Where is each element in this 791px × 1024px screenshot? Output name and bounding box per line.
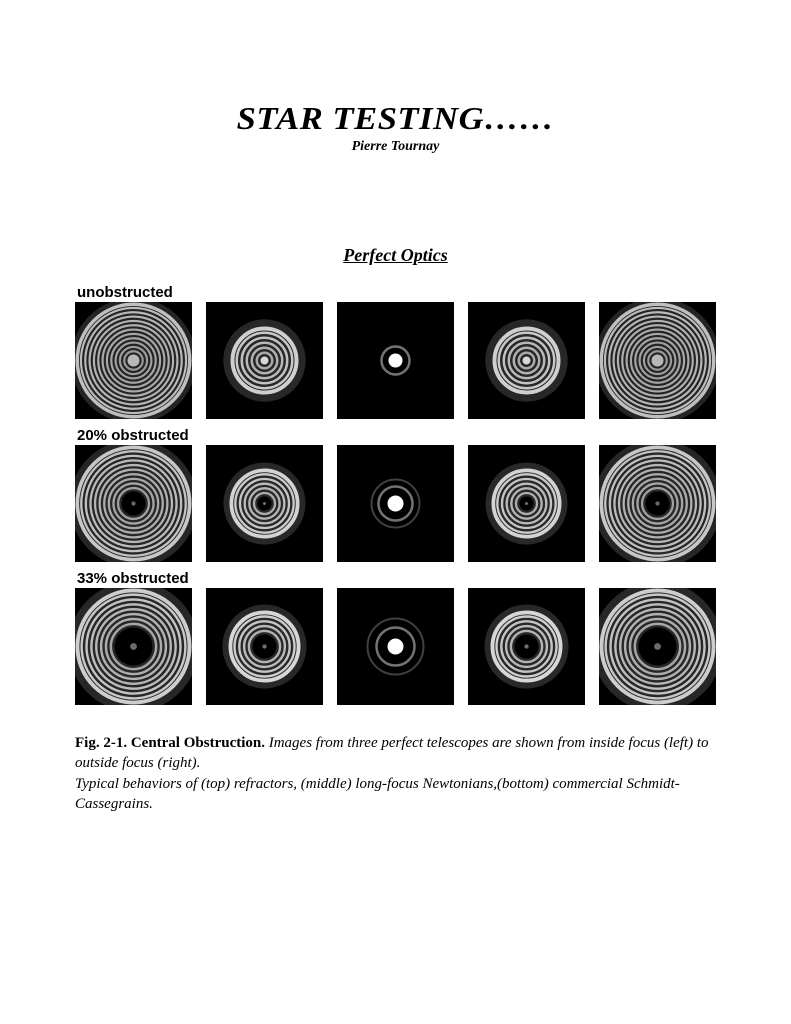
diffraction-pattern-icon	[468, 445, 585, 562]
diffraction-tile	[337, 588, 454, 705]
diffraction-pattern-icon	[75, 588, 192, 705]
diffraction-pattern-icon	[468, 302, 585, 419]
diffraction-tile	[599, 445, 716, 562]
document-page: STAR TESTING…… Pierre Tournay Perfect Op…	[0, 0, 791, 1024]
diffraction-tile	[75, 445, 192, 562]
page-title: STAR TESTING……	[49, 100, 741, 137]
diffraction-pattern-icon	[337, 302, 454, 419]
row-label: 33% obstructed	[77, 570, 716, 587]
diffraction-tile	[75, 588, 192, 705]
diffraction-pattern-icon	[337, 588, 454, 705]
diffraction-tile	[468, 302, 585, 419]
figure-row	[75, 302, 716, 419]
diffraction-tile	[468, 445, 585, 562]
diffraction-pattern-icon	[206, 588, 323, 705]
diffraction-tile	[468, 588, 585, 705]
diffraction-tile	[206, 302, 323, 419]
diffraction-pattern-icon	[206, 302, 323, 419]
author-name: Pierre Tournay	[75, 139, 716, 155]
diffraction-tile	[337, 445, 454, 562]
section-heading: Perfect Optics	[75, 245, 716, 266]
diffraction-pattern-icon	[599, 588, 716, 705]
figure-grid: unobstructed 20% obstructed 33% obstructed	[75, 284, 716, 705]
figure-caption: Fig. 2-1. Central Obstruction. Images fr…	[75, 733, 716, 814]
diffraction-pattern-icon	[75, 445, 192, 562]
diffraction-pattern-icon	[599, 445, 716, 562]
diffraction-pattern-icon	[206, 445, 323, 562]
diffraction-pattern-icon	[337, 445, 454, 562]
diffraction-tile	[599, 588, 716, 705]
diffraction-pattern-icon	[468, 588, 585, 705]
caption-lead: Fig. 2-1. Central Obstruction.	[75, 735, 269, 751]
figure-row	[75, 445, 716, 562]
diffraction-tile	[337, 302, 454, 419]
figure-row	[75, 588, 716, 705]
diffraction-pattern-icon	[75, 302, 192, 419]
diffraction-tile	[599, 302, 716, 419]
diffraction-pattern-icon	[599, 302, 716, 419]
diffraction-tile	[206, 445, 323, 562]
diffraction-tile	[75, 302, 192, 419]
row-label: 20% obstructed	[77, 427, 716, 444]
row-label: unobstructed	[77, 284, 716, 301]
diffraction-tile	[206, 588, 323, 705]
